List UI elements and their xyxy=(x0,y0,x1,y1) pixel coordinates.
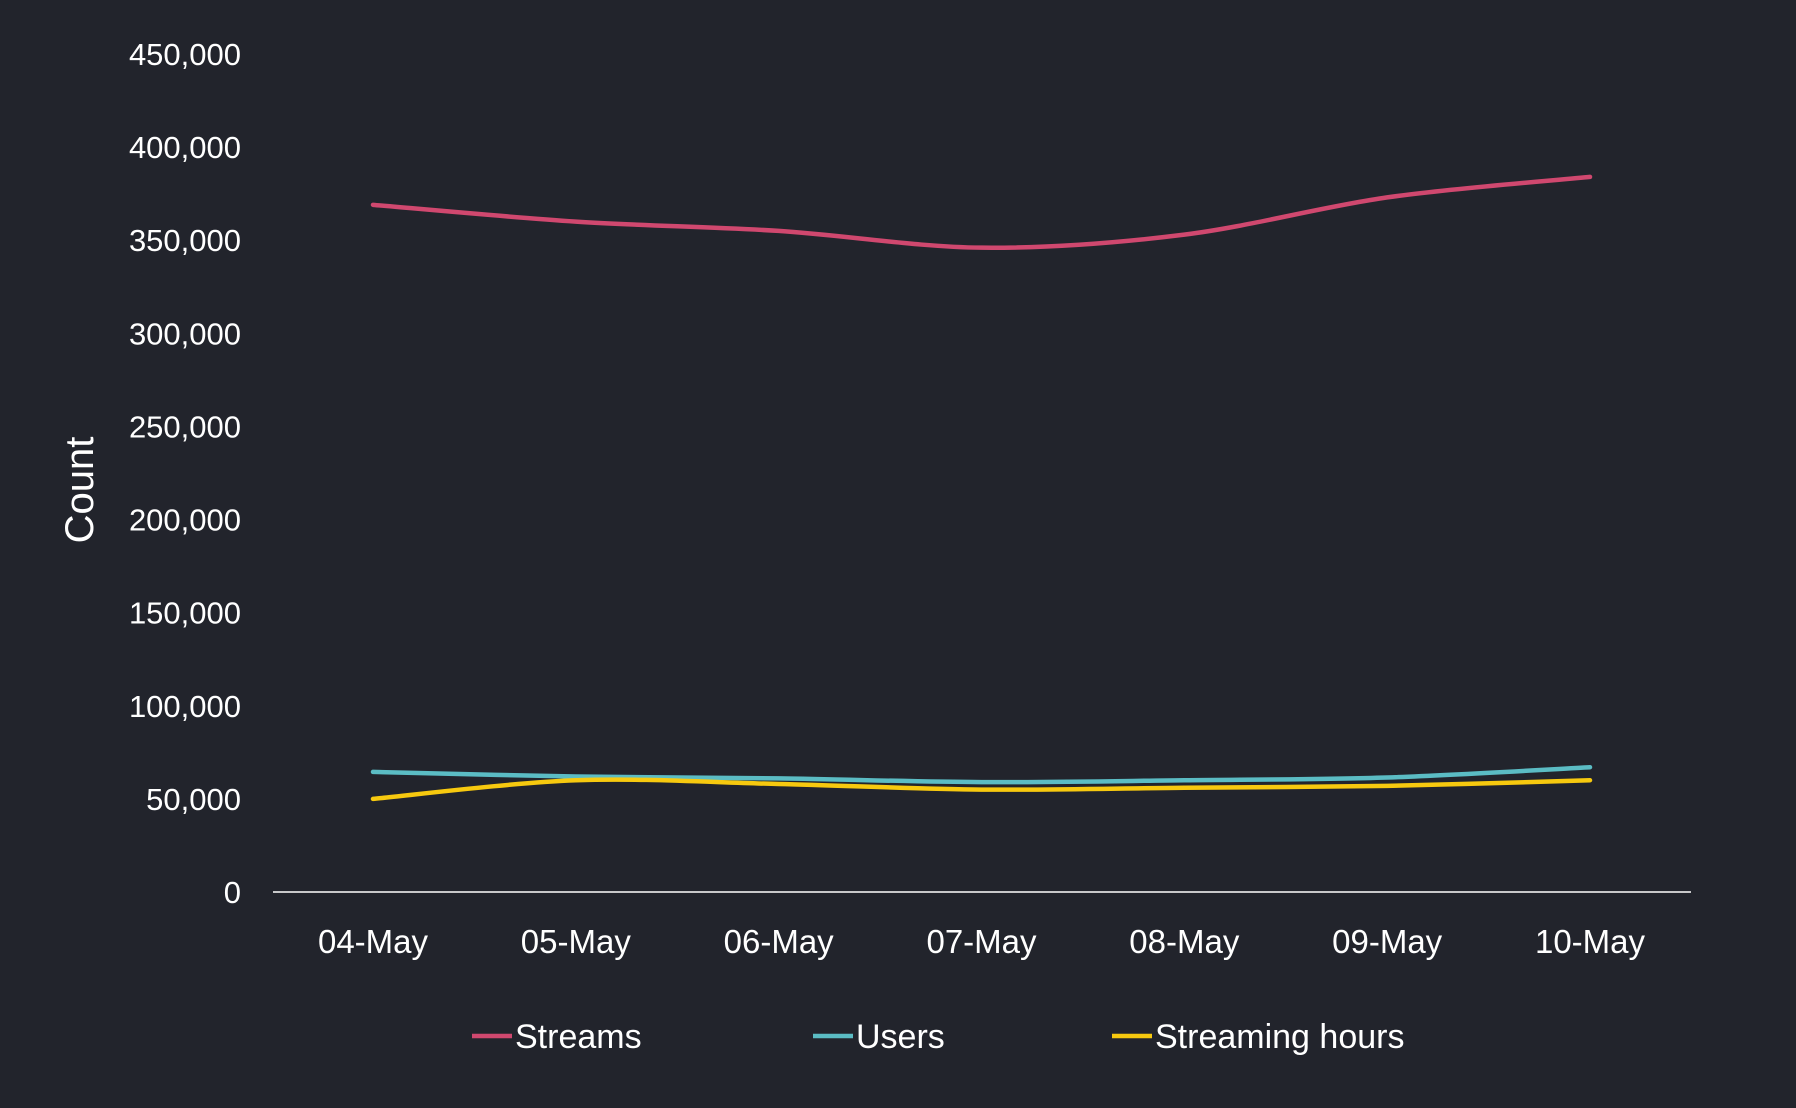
series-line-users xyxy=(370,764,1593,785)
legend-label: Users xyxy=(856,1018,945,1056)
y-tick-label: 200,000 xyxy=(129,503,241,538)
y-tick-label: 150,000 xyxy=(129,596,241,631)
legend-item: Users xyxy=(813,1018,945,1056)
x-tick-label: 08-May xyxy=(1129,923,1240,960)
x-tick-label: 04-May xyxy=(318,923,429,960)
x-tick-label: 06-May xyxy=(724,923,835,960)
y-tick-label: 250,000 xyxy=(129,409,241,444)
legend-item: Streaming hours xyxy=(1112,1018,1404,1056)
y-tick-label: 300,000 xyxy=(129,316,241,351)
y-tick-label: 450,000 xyxy=(129,37,241,72)
legend-label: Streaming hours xyxy=(1155,1018,1404,1056)
x-tick-label: 09-May xyxy=(1332,923,1443,960)
x-tick-label: 05-May xyxy=(521,923,632,960)
y-tick-label: 50,000 xyxy=(146,782,241,817)
series-line-streaming-hours xyxy=(370,777,1593,802)
y-axis-label: Count xyxy=(58,437,102,544)
y-tick-label: 100,000 xyxy=(129,689,241,724)
y-tick-label: 400,000 xyxy=(129,130,241,165)
series-line-streams xyxy=(370,174,1593,250)
legend-item: Streams xyxy=(472,1018,642,1056)
y-tick-label: 0 xyxy=(224,875,241,910)
x-tick-label: 10-May xyxy=(1535,923,1646,960)
legend-label: Streams xyxy=(515,1018,642,1056)
y-tick-label: 350,000 xyxy=(129,223,241,258)
x-tick-label: 07-May xyxy=(926,923,1037,960)
